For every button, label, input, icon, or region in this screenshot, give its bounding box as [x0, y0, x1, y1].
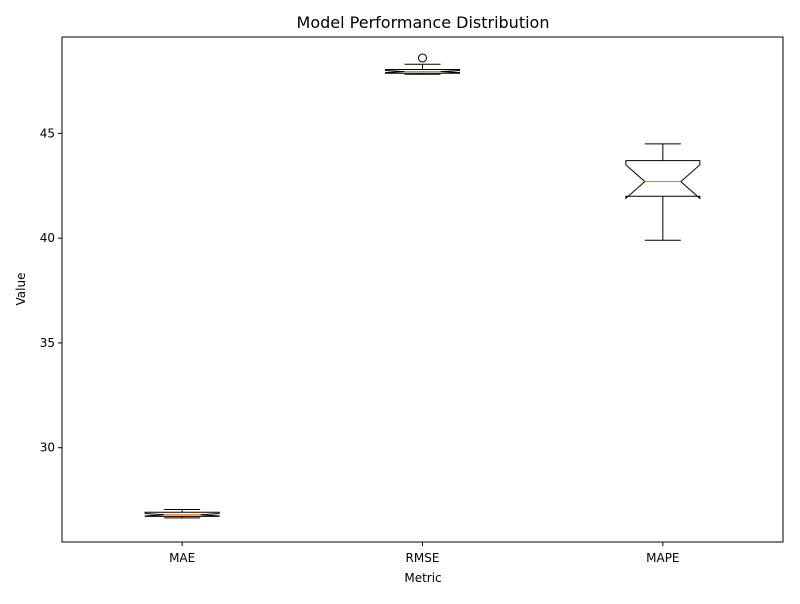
x-tick-label: RMSE [406, 551, 440, 565]
notched-box [385, 68, 460, 74]
x-axis: MAE RMSE MAPE [169, 542, 680, 565]
plot-area: 30 35 40 45 MAE RMSE MAPE [40, 36, 784, 565]
outlier-point [418, 53, 427, 63]
y-tick-label: 40 [40, 231, 55, 245]
y-tick-label: 45 [40, 126, 55, 140]
y-tick-label: 35 [40, 336, 55, 350]
notched-box [625, 160, 701, 200]
notched-box [144, 511, 220, 517]
y-axis: 30 35 40 45 [40, 126, 62, 455]
box-mae [144, 509, 220, 519]
y-axis-label: Value [14, 273, 28, 306]
box-rmse [385, 53, 460, 75]
chart-title: Model Performance Distribution [297, 13, 550, 32]
x-axis-label: Metric [404, 571, 441, 585]
box-mape [625, 143, 701, 241]
x-tick-label: MAE [169, 551, 195, 565]
y-tick-label: 30 [40, 441, 55, 455]
x-tick-label: MAPE [646, 551, 679, 565]
box-series [144, 53, 701, 519]
